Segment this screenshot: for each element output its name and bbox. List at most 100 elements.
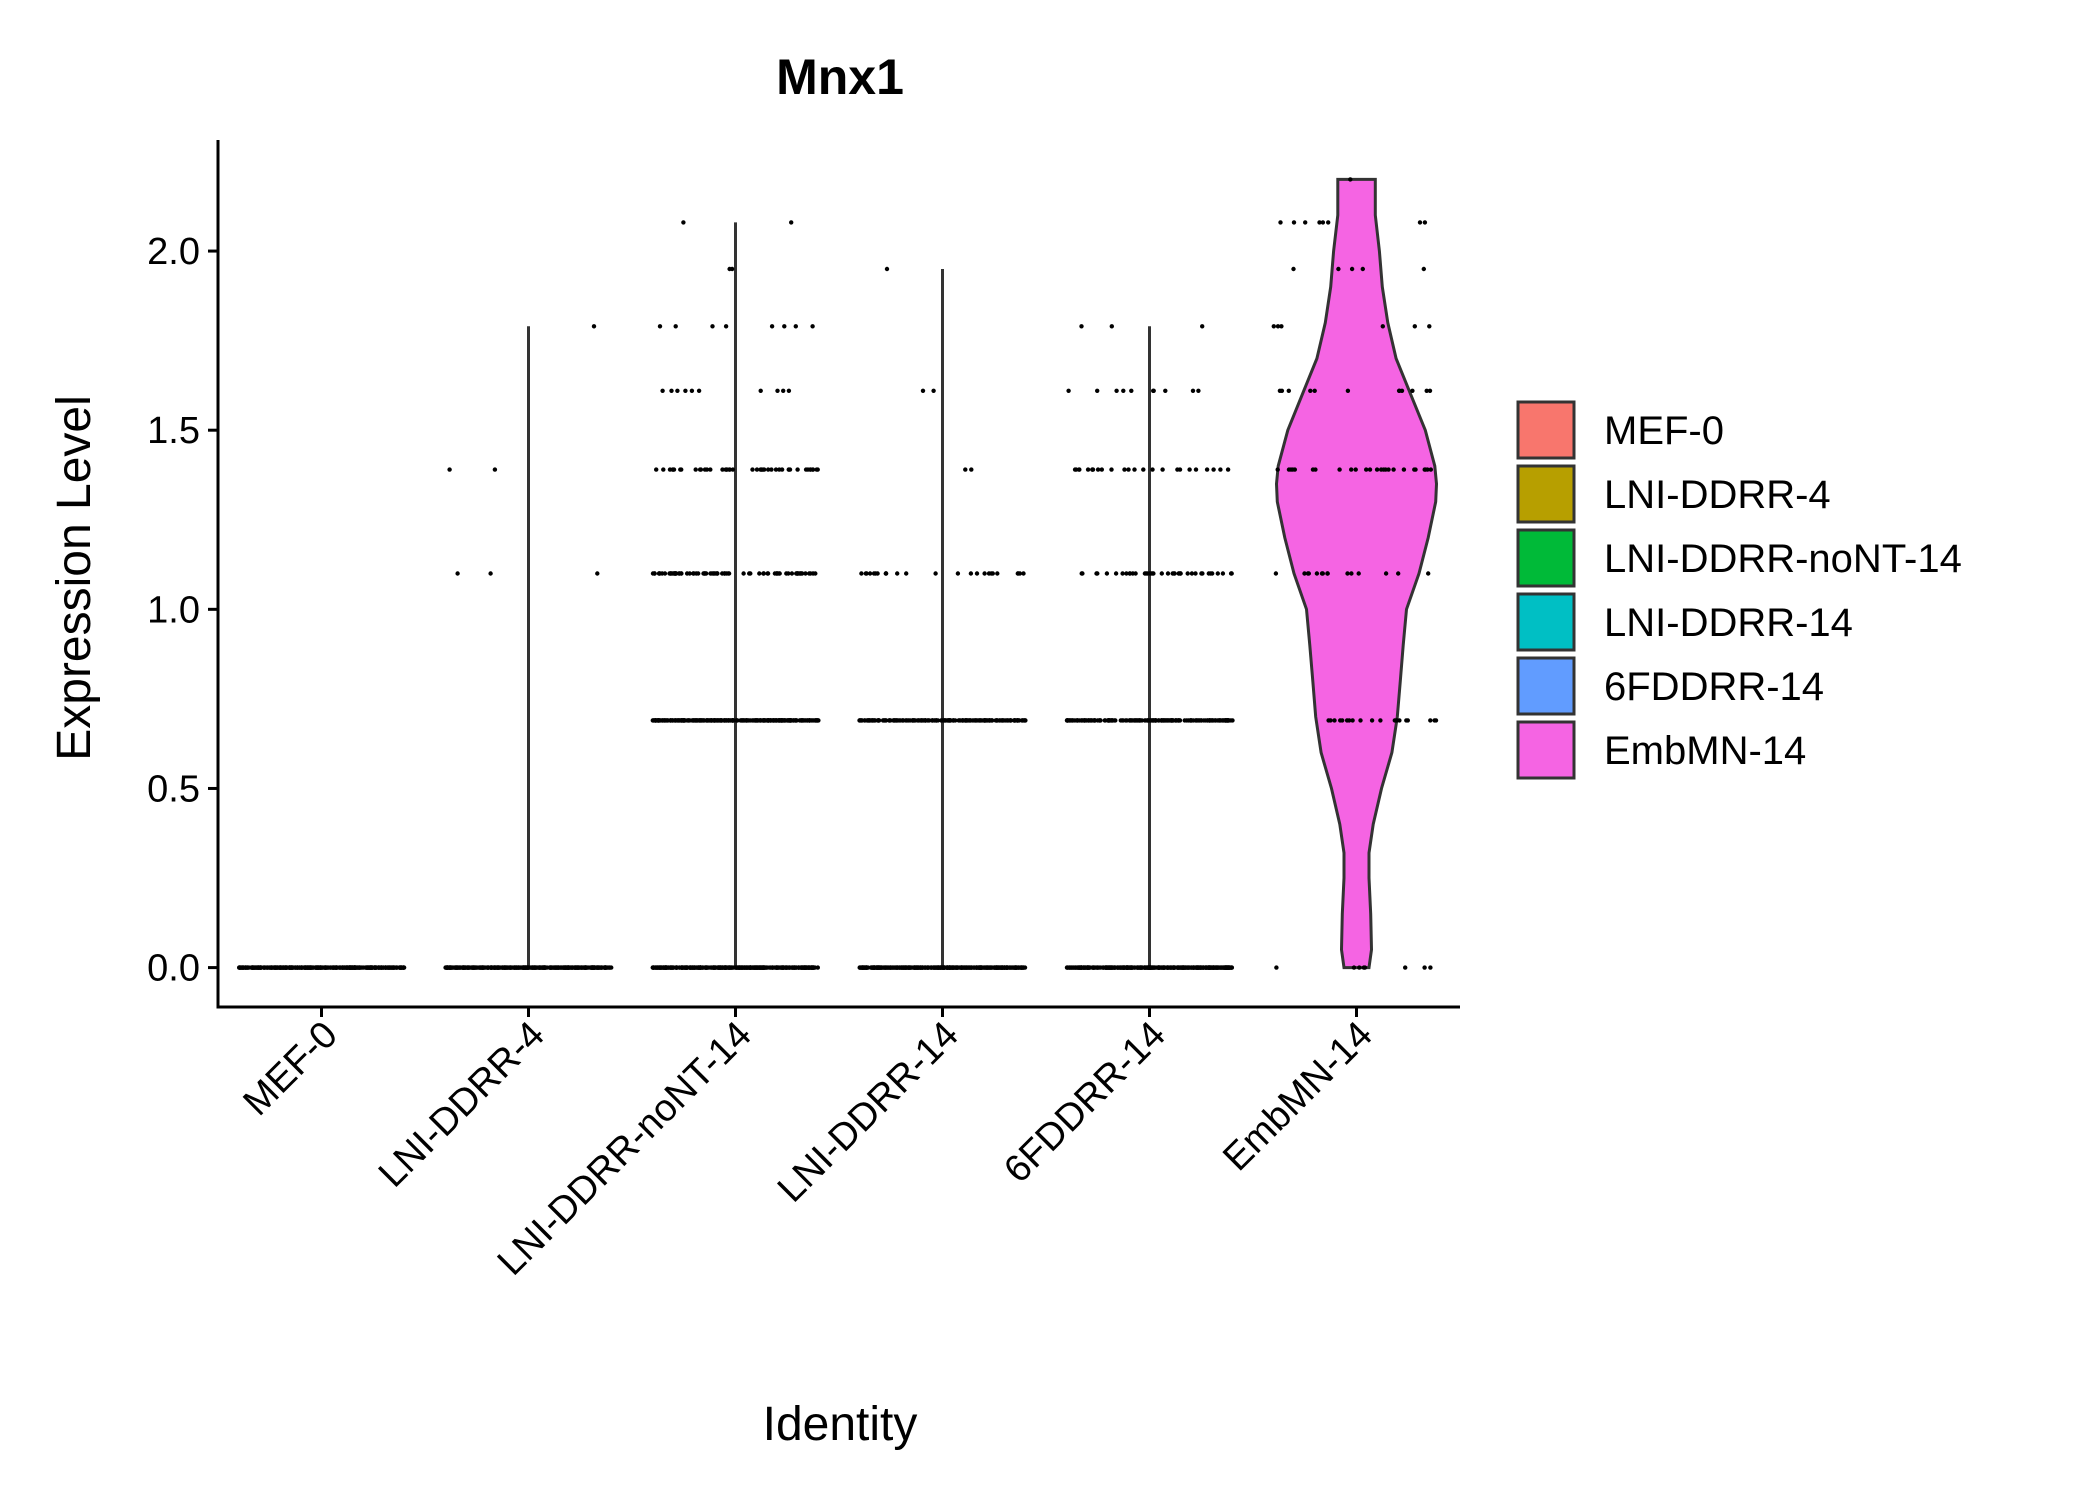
data-point [299,965,305,970]
legend-label: LNI-DDRR-14 [1604,601,1853,645]
data-point [1201,965,1206,970]
data-point [575,965,581,970]
data-point [281,965,286,970]
data-point [755,718,760,723]
data-point [783,965,788,970]
data-point [1391,467,1396,472]
data-point [754,965,760,970]
data-point [1023,718,1028,723]
data-point [1412,324,1418,329]
data-point [796,965,802,970]
data-point [673,571,678,576]
data-point [1144,965,1149,970]
data-point [915,965,920,970]
data-point [1193,467,1199,472]
data-point [994,965,999,970]
data-point [702,571,707,576]
data-point [667,467,673,472]
data-point [898,965,904,970]
data-point [978,718,984,723]
data-point [1064,718,1070,723]
data-point [936,965,941,970]
legend-label: 6FDDRR-14 [1604,665,1824,709]
data-point [1336,266,1341,272]
data-point [1195,965,1200,970]
data-point [661,467,666,472]
data-point [995,571,1000,576]
data-point [1097,718,1102,723]
data-point [1356,571,1361,576]
data-point [671,467,677,472]
data-point [1423,467,1428,472]
data-point [1184,718,1189,723]
data-point [1428,718,1433,723]
data-point [869,718,875,723]
data-point [471,965,477,970]
data-point [679,467,684,472]
data-point [861,965,867,970]
data-point [660,388,665,393]
data-point [904,718,909,723]
data-point [724,718,729,723]
data-point [1364,467,1369,472]
data-point [809,718,814,723]
data-point [1374,467,1380,472]
data-point [1320,220,1326,225]
data-point [923,718,928,723]
data-point [775,965,780,970]
data-point [1104,571,1110,576]
data-point [455,571,460,576]
data-point [1159,965,1165,970]
data-point [714,571,719,576]
data-point [651,718,656,723]
legend-swatch [1516,592,1576,652]
data-point [781,388,786,393]
data-point [725,571,731,576]
data-point [1193,571,1198,576]
data-point [478,965,483,970]
data-point [789,571,795,576]
data-point [1103,965,1108,970]
x-tick-label: EmbMN-14 [1215,1014,1381,1180]
legend-item: 6FDDRR-14 [1516,656,1824,716]
data-point [492,467,498,472]
data-point [969,467,974,472]
data-point [1007,965,1012,970]
data-point [810,324,815,329]
data-point [1160,467,1165,472]
data-point [777,571,782,576]
data-point [1205,965,1211,970]
data-point [249,965,255,970]
data-point [696,571,701,576]
data-point [807,965,812,970]
data-point [702,965,708,970]
data-point [591,324,597,329]
data-point [322,965,328,970]
data-point [693,718,698,723]
data-point [1428,965,1433,970]
data-point [1220,718,1226,723]
data-point [770,965,775,970]
data-point [967,718,972,723]
legend-label: LNI-DDRR-noNT-14 [1604,537,1962,581]
data-point [942,965,947,970]
data-point [1079,324,1084,329]
data-point [652,571,657,576]
data-point [1127,571,1133,576]
data-point [696,388,702,393]
data-point [595,965,600,970]
data-point [1292,467,1298,472]
data-point [1113,571,1119,576]
data-point [489,965,494,970]
data-point [802,718,808,723]
data-point [793,324,798,329]
data-point [810,467,815,472]
data-point [1291,220,1297,225]
data-point [795,467,800,472]
data-point [995,718,1000,723]
data-point [721,965,726,970]
x-tick-label: LNI-DDRR-4 [371,1014,553,1196]
legend: MEF-0 LNI-DDRR-4 LNI-DDRR-noNT-14 LNI-DDRR-… [1516,400,1962,780]
data-point [1397,718,1402,723]
